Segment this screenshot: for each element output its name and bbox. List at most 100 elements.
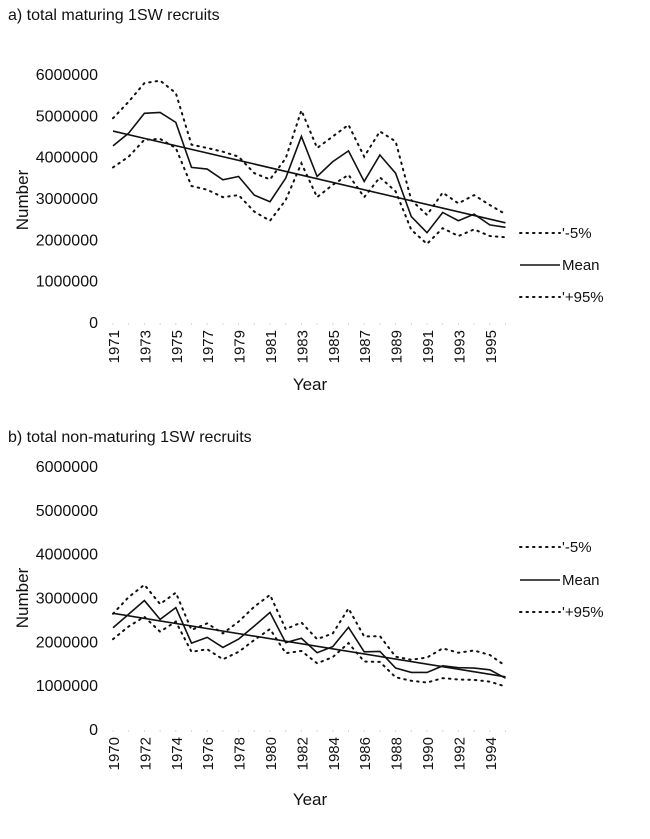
x-tick-label: 1990: [420, 737, 437, 770]
series-line-lower: [112, 615, 507, 688]
x-axis-tick-mark: [316, 730, 318, 732]
y-tick-label: 4000000: [36, 150, 98, 167]
y-tick-label: 3000000: [36, 191, 98, 208]
x-tick-label: 1974: [169, 737, 186, 770]
x-axis-tick-mark: [504, 323, 507, 325]
y-tick-label: 0: [89, 722, 98, 739]
x-axis-tick-mark: [285, 323, 287, 325]
y-tick-label: 2000000: [36, 634, 98, 651]
x-axis-tick-mark: [410, 323, 412, 325]
y-tick-label: 5000000: [36, 108, 98, 125]
y-axis-label: Number: [13, 567, 32, 628]
x-axis-tick-mark: [128, 730, 130, 732]
series-line-upper: [112, 79, 507, 217]
x-axis-tick-mark: [300, 730, 302, 732]
x-tick-label: 1976: [200, 737, 217, 770]
x-axis-tick-mark: [379, 730, 381, 732]
x-axis-tick-mark: [410, 730, 412, 732]
x-tick-label: 1975: [169, 330, 186, 363]
x-tick-label: 1989: [389, 330, 406, 363]
x-axis-tick-mark: [269, 323, 271, 325]
x-tick-label: 1986: [357, 737, 374, 770]
x-axis-tick-mark: [206, 730, 208, 732]
y-tick-label: 3000000: [36, 591, 98, 608]
y-tick-label: 0: [89, 315, 98, 332]
series-line-mean: [112, 111, 506, 234]
y-tick-label: 4000000: [36, 547, 98, 564]
x-axis-label: Year: [293, 790, 328, 809]
x-axis-tick-mark: [442, 730, 444, 732]
series-line-upper: [112, 583, 507, 667]
x-tick-label: 1982: [294, 737, 311, 770]
trend-line: [112, 130, 506, 224]
x-tick-label: 1972: [137, 737, 154, 770]
x-tick-label: 1987: [357, 330, 374, 363]
legend-label: Mean: [562, 257, 600, 274]
y-tick-label: 2000000: [36, 232, 98, 249]
x-axis-tick-mark: [190, 323, 193, 325]
x-axis-tick-mark: [457, 730, 459, 732]
x-axis-tick-mark: [190, 730, 193, 732]
y-tick-label: 6000000: [36, 67, 98, 84]
x-axis-tick-mark: [206, 323, 208, 325]
x-tick-label: 1973: [137, 330, 154, 363]
x-axis-label: Year: [293, 375, 328, 394]
y-tick-label: 1000000: [36, 678, 98, 695]
x-tick-label: 1980: [263, 737, 280, 770]
x-axis-tick-mark: [300, 323, 302, 325]
x-tick-label: 1991: [420, 330, 437, 363]
x-axis-tick-mark: [143, 323, 145, 325]
x-axis-tick-mark: [473, 730, 475, 732]
x-axis-tick-mark: [175, 323, 177, 325]
x-axis-tick-mark: [253, 730, 255, 732]
legend-label: '+95%: [562, 289, 604, 306]
x-axis-tick-mark: [285, 730, 287, 732]
x-axis-tick-mark: [363, 730, 365, 732]
chart-title: b) total non-maturing 1SW recruits: [8, 429, 252, 446]
x-tick-label: 1977: [200, 330, 217, 363]
x-tick-label: 1995: [483, 330, 500, 363]
x-axis-tick-mark: [269, 730, 271, 732]
x-axis-tick-mark: [316, 323, 318, 325]
x-axis-tick-mark: [426, 730, 428, 732]
x-axis-tick-mark: [395, 730, 397, 732]
x-axis-tick-mark: [379, 323, 381, 325]
legend-label: '-5%: [562, 225, 592, 242]
x-axis-tick-mark: [159, 323, 161, 325]
x-tick-label: 1981: [263, 330, 280, 363]
legend-label: '+95%: [562, 604, 604, 621]
x-axis-tick-mark: [238, 730, 240, 732]
x-axis-tick-mark: [489, 730, 491, 732]
chart-title: a) total maturing 1SW recruits: [8, 7, 220, 24]
legend-label: '-5%: [562, 539, 592, 556]
y-tick-label: 1000000: [36, 274, 98, 291]
x-axis-tick-mark: [332, 730, 334, 732]
x-axis-tick-mark: [143, 730, 145, 732]
x-tick-label: 1985: [326, 330, 343, 363]
x-axis-tick-mark: [504, 730, 507, 732]
x-tick-label: 1978: [232, 737, 249, 770]
x-axis-tick-mark: [363, 323, 365, 325]
x-tick-label: 1979: [232, 330, 249, 363]
x-axis-tick-mark: [253, 323, 255, 325]
x-axis-tick-mark: [426, 323, 428, 325]
legend-label: Mean: [562, 572, 600, 589]
x-tick-label: 1992: [451, 737, 468, 770]
x-axis-tick-mark: [347, 323, 350, 325]
x-axis-tick-mark: [238, 323, 240, 325]
x-axis-tick-mark: [473, 323, 475, 325]
x-axis-tick-mark: [347, 730, 350, 732]
y-axis-label: Number: [13, 169, 32, 230]
y-tick-label: 6000000: [36, 459, 98, 476]
x-tick-label: 1983: [294, 330, 311, 363]
x-axis-tick-mark: [489, 323, 491, 325]
x-tick-label: 1993: [451, 330, 468, 363]
trend-line: [112, 612, 506, 678]
x-tick-label: 1988: [389, 737, 406, 770]
x-axis-tick-mark: [395, 323, 397, 325]
x-axis-tick-mark: [159, 730, 161, 732]
x-tick-label: 1984: [326, 737, 343, 770]
x-axis-tick-mark: [442, 323, 444, 325]
